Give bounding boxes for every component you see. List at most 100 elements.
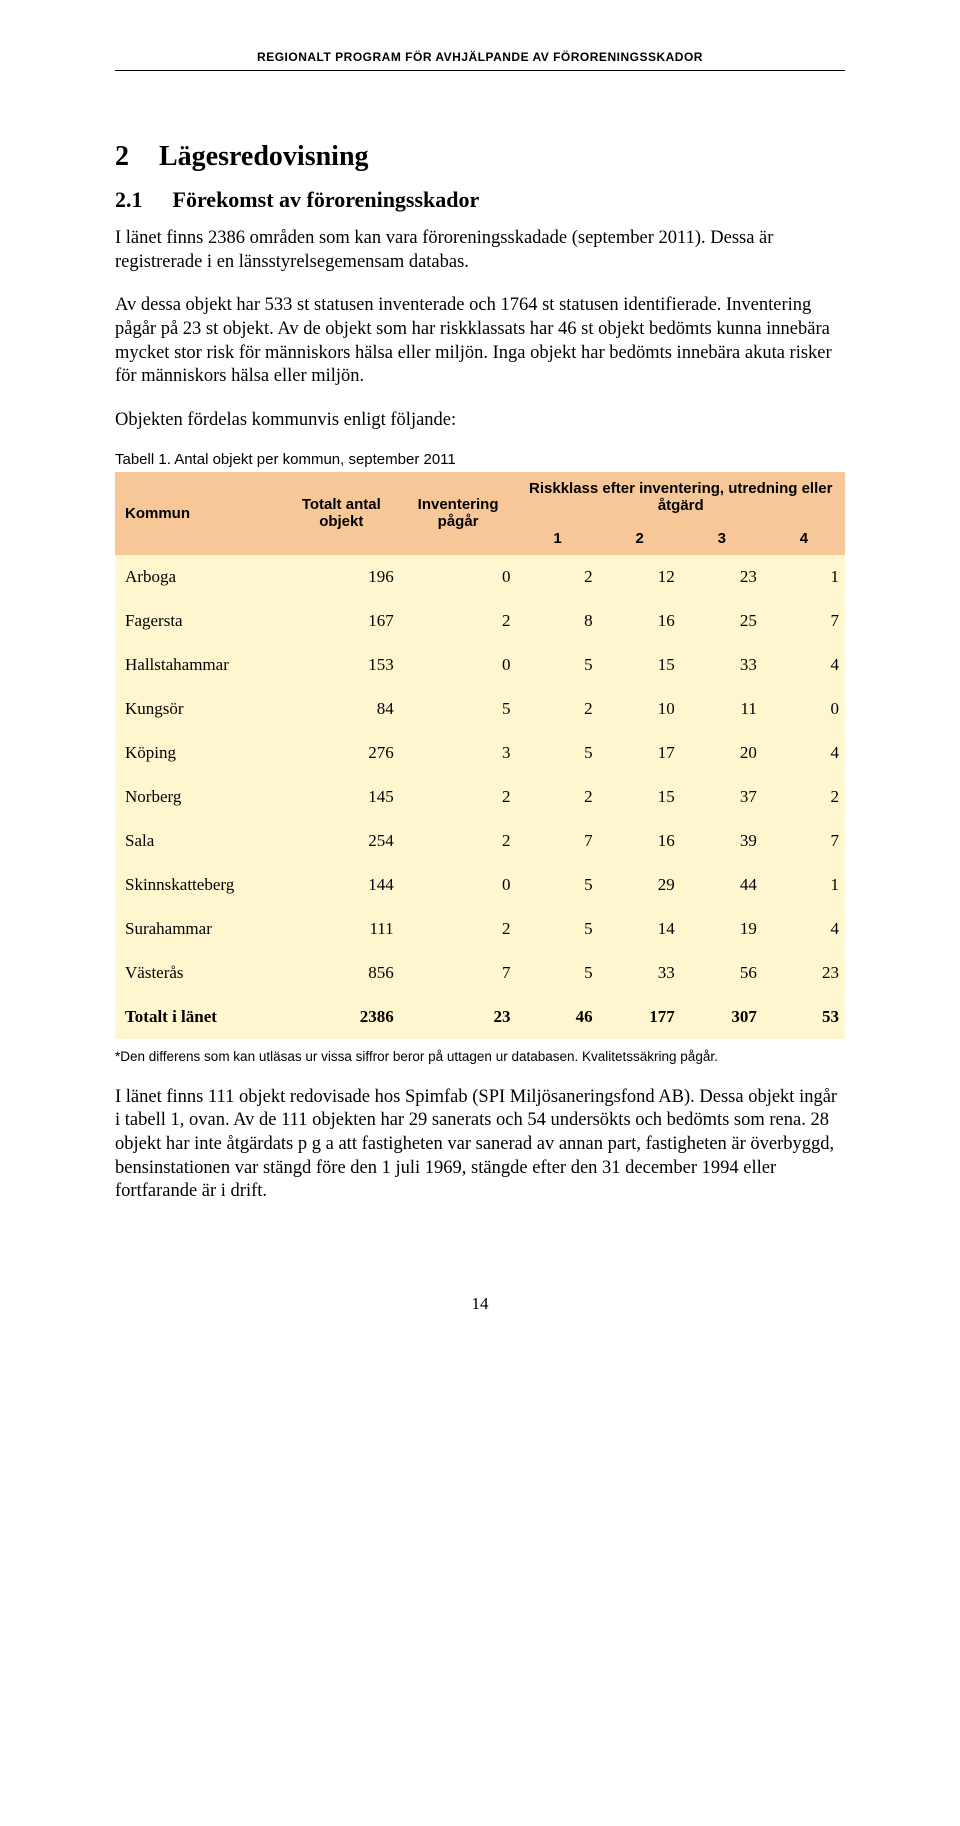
col-kommun: Kommun xyxy=(115,472,283,555)
page: REGIONALT PROGRAM FÖR AVHJÄLPANDE AV FÖR… xyxy=(0,0,960,1354)
cell-value: 2386 xyxy=(283,995,400,1039)
cell-value: 2 xyxy=(400,907,517,951)
cell-value: 16 xyxy=(599,819,681,863)
table-row: Sala2542716397 xyxy=(115,819,845,863)
cell-value: 15 xyxy=(599,775,681,819)
heading-1-number: 2 xyxy=(115,141,129,173)
table-row: Norberg1452215372 xyxy=(115,775,845,819)
table-total-row: Totalt i länet2386234617730753 xyxy=(115,995,845,1039)
cell-value: 0 xyxy=(400,555,517,599)
heading-2: 2.1 Förekomst av föroreningsskador xyxy=(115,187,845,213)
cell-value: 12 xyxy=(599,555,681,599)
cell-value: 4 xyxy=(763,731,845,775)
cell-value: 4 xyxy=(763,907,845,951)
heading-2-number: 2.1 xyxy=(115,187,143,213)
cell-kommun: Kungsör xyxy=(115,687,283,731)
cell-value: 2 xyxy=(516,775,598,819)
paragraph-4: I länet finns 111 objekt redovisade hos … xyxy=(115,1086,845,1204)
cell-value: 276 xyxy=(283,731,400,775)
cell-value: 37 xyxy=(681,775,763,819)
cell-value: 856 xyxy=(283,951,400,995)
cell-kommun: Västerås xyxy=(115,951,283,995)
heading-1-text: Lägesredovisning xyxy=(159,141,369,173)
cell-value: 5 xyxy=(516,863,598,907)
cell-value: 10 xyxy=(599,687,681,731)
cell-kommun: Arboga xyxy=(115,555,283,599)
heading-1: 2 Lägesredovisning xyxy=(115,141,845,173)
table-row: Skinnskatteberg1440529441 xyxy=(115,863,845,907)
header-divider xyxy=(115,70,845,71)
cell-kommun: Surahammar xyxy=(115,907,283,951)
cell-value: 0 xyxy=(763,687,845,731)
cell-value: 2 xyxy=(400,775,517,819)
cell-value: 29 xyxy=(599,863,681,907)
cell-value: 2 xyxy=(516,687,598,731)
cell-kommun: Norberg xyxy=(115,775,283,819)
cell-value: 15 xyxy=(599,643,681,687)
cell-value: 5 xyxy=(516,731,598,775)
cell-value: 1 xyxy=(763,863,845,907)
table-row: Kungsör845210110 xyxy=(115,687,845,731)
cell-value: 1 xyxy=(763,555,845,599)
cell-value: 56 xyxy=(681,951,763,995)
cell-value: 39 xyxy=(681,819,763,863)
col-r2: 2 xyxy=(599,522,681,555)
table-row: Köping2763517204 xyxy=(115,731,845,775)
cell-value: 19 xyxy=(681,907,763,951)
cell-value: 153 xyxy=(283,643,400,687)
table-header: Kommun Totalt antal objekt Inventering p… xyxy=(115,472,845,555)
cell-kommun: Sala xyxy=(115,819,283,863)
page-number: 14 xyxy=(115,1294,845,1314)
table-row: Fagersta1672816257 xyxy=(115,599,845,643)
cell-value: 14 xyxy=(599,907,681,951)
cell-value: 5 xyxy=(516,951,598,995)
cell-value: 23 xyxy=(763,951,845,995)
cell-value: 44 xyxy=(681,863,763,907)
cell-value: 25 xyxy=(681,599,763,643)
cell-value: 7 xyxy=(400,951,517,995)
cell-value: 33 xyxy=(599,951,681,995)
cell-value: 2 xyxy=(516,555,598,599)
cell-value: 8 xyxy=(516,599,598,643)
cell-value: 0 xyxy=(400,863,517,907)
cell-value: 145 xyxy=(283,775,400,819)
cell-value: 53 xyxy=(763,995,845,1039)
col-r1: 1 xyxy=(516,522,598,555)
paragraph-3: Objekten fördelas kommunvis enligt följa… xyxy=(115,409,845,433)
cell-value: 5 xyxy=(400,687,517,731)
cell-value: 7 xyxy=(763,819,845,863)
cell-value: 307 xyxy=(681,995,763,1039)
cell-value: 7 xyxy=(516,819,598,863)
cell-value: 2 xyxy=(400,819,517,863)
cell-kommun: Totalt i länet xyxy=(115,995,283,1039)
paragraph-1: I länet finns 2386 områden som kan vara … xyxy=(115,227,845,274)
heading-2-text: Förekomst av föroreningsskador xyxy=(173,187,480,213)
cell-value: 11 xyxy=(681,687,763,731)
table-row: Arboga1960212231 xyxy=(115,555,845,599)
cell-value: 167 xyxy=(283,599,400,643)
col-inventering: Inventering pågår xyxy=(400,472,517,555)
cell-kommun: Hallstahammar xyxy=(115,643,283,687)
cell-value: 17 xyxy=(599,731,681,775)
data-table: Kommun Totalt antal objekt Inventering p… xyxy=(115,472,845,1039)
table-footnote: *Den differens som kan utläsas ur vissa … xyxy=(115,1049,845,1064)
col-r4: 4 xyxy=(763,522,845,555)
cell-value: 2 xyxy=(763,775,845,819)
table-caption: Tabell 1. Antal objekt per kommun, septe… xyxy=(115,451,845,468)
table-row: Västerås85675335623 xyxy=(115,951,845,995)
cell-value: 5 xyxy=(516,907,598,951)
cell-value: 23 xyxy=(400,995,517,1039)
running-header: REGIONALT PROGRAM FÖR AVHJÄLPANDE AV FÖR… xyxy=(115,50,845,64)
cell-value: 16 xyxy=(599,599,681,643)
cell-value: 7 xyxy=(763,599,845,643)
paragraph-2: Av dessa objekt har 533 st statusen inve… xyxy=(115,294,845,389)
cell-value: 196 xyxy=(283,555,400,599)
cell-value: 177 xyxy=(599,995,681,1039)
cell-value: 20 xyxy=(681,731,763,775)
cell-kommun: Köping xyxy=(115,731,283,775)
table-row: Hallstahammar1530515334 xyxy=(115,643,845,687)
table-body: Arboga1960212231Fagersta1672816257Hallst… xyxy=(115,555,845,1039)
col-r3: 3 xyxy=(681,522,763,555)
cell-value: 84 xyxy=(283,687,400,731)
cell-value: 111 xyxy=(283,907,400,951)
